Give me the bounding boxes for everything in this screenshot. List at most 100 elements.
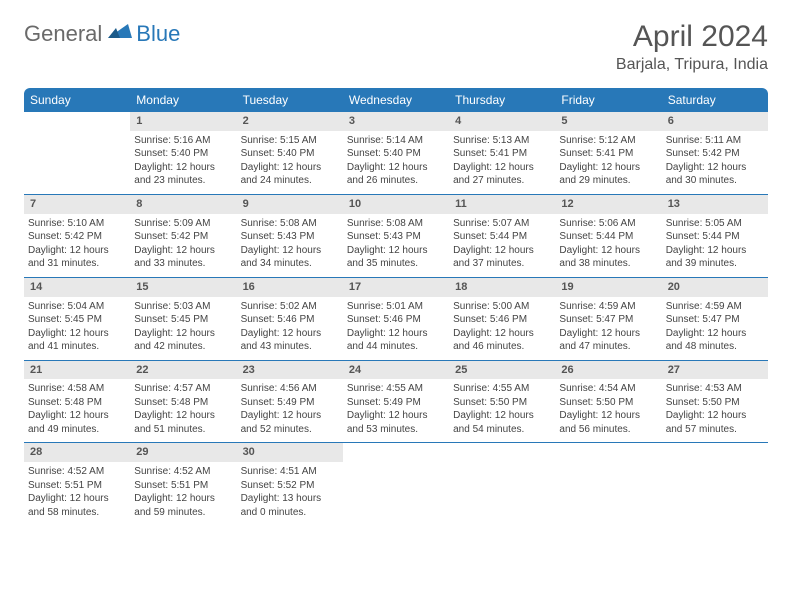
calendar-cell: 13 Sunrise: 5:05 AMSunset: 5:44 PMDayligh… [662,194,768,277]
day-info: Sunrise: 4:51 AMSunset: 5:52 PMDaylight:… [241,465,339,519]
day-number: 9 [237,195,343,214]
day-number: 30 [237,443,343,462]
day-number: 1 [130,112,236,131]
calendar-cell [24,112,130,194]
calendar-cell [449,443,555,525]
location: Barjala, Tripura, India [616,56,768,74]
weekday-header-row: SundayMondayTuesdayWednesdayThursdayFrid… [24,88,768,112]
day-number: 25 [449,361,555,380]
calendar-cell: 19Sunrise: 4:59 AMSunset: 5:47 PMDayligh… [555,277,661,360]
logo-text-general: General [24,21,102,47]
calendar-cell: 17 Sunrise: 5:01 AMSunset: 5:46 PMDayligh… [343,277,449,360]
day-number: 16 [237,278,343,297]
calendar-cell: 16 Sunrise: 5:02 AMSunset: 5:46 PMDayligh… [237,277,343,360]
day-info: Sunrise: 5:11 AMSunset: 5:42 PMDaylight:… [666,134,764,188]
day-info: Sunrise: 5:13 AMSunset: 5:41 PMDaylight:… [453,134,551,188]
day-number: 3 [343,112,449,131]
day-number: 29 [130,443,236,462]
calendar-row: 1 Sunrise: 5:16 AMSunset: 5:40 PMDaylight… [24,112,768,194]
weekday-header: Saturday [662,88,768,112]
calendar-cell: 15Sunrise: 5:03 AMSunset: 5:45 PMDayligh… [130,277,236,360]
day-number: 19 [555,278,661,297]
calendar-cell: 8 Sunrise: 5:09 AMSunset: 5:42 PMDaylight… [130,194,236,277]
day-info: Sunrise: 4:58 AMSunset: 5:48 PMDaylight:… [28,382,126,436]
calendar-cell: 27Sunrise: 4:53 AMSunset: 5:50 PMDayligh… [662,360,768,443]
calendar-row: 14Sunrise: 5:04 AMSunset: 5:45 PMDayligh… [24,277,768,360]
day-number: 21 [24,361,130,380]
calendar-cell: 30 Sunrise: 4:51 AMSunset: 5:52 PMDayligh… [237,443,343,525]
calendar-cell: 22Sunrise: 4:57 AMSunset: 5:48 PMDayligh… [130,360,236,443]
calendar-cell: 14Sunrise: 5:04 AMSunset: 5:45 PMDayligh… [24,277,130,360]
day-info: Sunrise: 5:03 AMSunset: 5:45 PMDaylight:… [134,300,232,354]
calendar-cell: 5Sunrise: 5:12 AMSunset: 5:41 PMDaylight… [555,112,661,194]
calendar-cell: 4 Sunrise: 5:13 AMSunset: 5:41 PMDaylight… [449,112,555,194]
calendar-cell: 18 Sunrise: 5:00 AMSunset: 5:46 PMDayligh… [449,277,555,360]
day-info: Sunrise: 5:04 AMSunset: 5:45 PMDaylight:… [28,300,126,354]
day-number: 10 [343,195,449,214]
calendar-cell: 10 Sunrise: 5:08 AMSunset: 5:43 PMDayligh… [343,194,449,277]
weekday-header: Thursday [449,88,555,112]
calendar-row: 21 Sunrise: 4:58 AMSunset: 5:48 PMDayligh… [24,360,768,443]
day-number: 5 [555,112,661,131]
day-info: Sunrise: 4:52 AMSunset: 5:51 PMDaylight:… [134,465,232,519]
logo: General Blue [24,20,180,47]
day-number: 18 [449,278,555,297]
calendar-cell: 6 Sunrise: 5:11 AMSunset: 5:42 PMDaylight… [662,112,768,194]
day-number: 23 [237,361,343,380]
calendar-cell: 11Sunrise: 5:07 AMSunset: 5:44 PMDayligh… [449,194,555,277]
day-info: Sunrise: 5:08 AMSunset: 5:43 PMDaylight:… [347,217,445,271]
calendar-body: 1 Sunrise: 5:16 AMSunset: 5:40 PMDaylight… [24,112,768,525]
calendar-cell: 23Sunrise: 4:56 AMSunset: 5:49 PMDayligh… [237,360,343,443]
day-number: 20 [662,278,768,297]
weekday-header: Tuesday [237,88,343,112]
day-info: Sunrise: 5:02 AMSunset: 5:46 PMDaylight:… [241,300,339,354]
day-info: Sunrise: 5:00 AMSunset: 5:46 PMDaylight:… [453,300,551,354]
calendar-cell: 26Sunrise: 4:54 AMSunset: 5:50 PMDayligh… [555,360,661,443]
calendar-cell: 12 Sunrise: 5:06 AMSunset: 5:44 PMDayligh… [555,194,661,277]
day-info: Sunrise: 5:15 AMSunset: 5:40 PMDaylight:… [241,134,339,188]
logo-text-blue: Blue [136,21,180,47]
calendar-cell: 1 Sunrise: 5:16 AMSunset: 5:40 PMDaylight… [130,112,236,194]
day-info: Sunrise: 5:10 AMSunset: 5:42 PMDaylight:… [28,217,126,271]
calendar-cell: 24 Sunrise: 4:55 AMSunset: 5:49 PMDayligh… [343,360,449,443]
calendar-cell: 28 Sunrise: 4:52 AMSunset: 5:51 PMDayligh… [24,443,130,525]
day-number: 17 [343,278,449,297]
day-info: Sunrise: 5:09 AMSunset: 5:42 PMDaylight:… [134,217,232,271]
day-number: 6 [662,112,768,131]
header: General Blue April 2024 Barjala, Tripura… [24,20,768,74]
day-info: Sunrise: 5:05 AMSunset: 5:44 PMDaylight:… [666,217,764,271]
day-info: Sunrise: 4:52 AMSunset: 5:51 PMDaylight:… [28,465,126,519]
day-info: Sunrise: 4:59 AMSunset: 5:47 PMDaylight:… [666,300,764,354]
day-number: 24 [343,361,449,380]
title-block: April 2024 Barjala, Tripura, India [616,20,768,74]
weekday-header: Sunday [24,88,130,112]
calendar-cell: 29 Sunrise: 4:52 AMSunset: 5:51 PMDayligh… [130,443,236,525]
day-number: 13 [662,195,768,214]
day-info: Sunrise: 5:16 AMSunset: 5:40 PMDaylight:… [134,134,232,188]
calendar-cell [555,443,661,525]
day-info: Sunrise: 4:54 AMSunset: 5:50 PMDaylight:… [559,382,657,436]
day-number: 8 [130,195,236,214]
logo-mark-icon [106,20,134,47]
calendar-row: 28Sunrise: 4:52 AMSunset: 5:51 PMDayligh… [24,443,768,525]
month-title: April 2024 [616,20,768,54]
day-number: 11 [449,195,555,214]
day-info: Sunrise: 4:57 AMSunset: 5:48 PMDaylight:… [134,382,232,436]
calendar-cell: 20 Sunrise: 4:59 AMSunset: 5:47 PMDayligh… [662,277,768,360]
day-info: Sunrise: 4:55 AMSunset: 5:50 PMDaylight:… [453,382,551,436]
day-number: 27 [662,361,768,380]
calendar-cell: 21 Sunrise: 4:58 AMSunset: 5:48 PMDayligh… [24,360,130,443]
day-number: 7 [24,195,130,214]
day-number: 12 [555,195,661,214]
calendar-cell: 3Sunrise: 5:14 AMSunset: 5:40 PMDaylight… [343,112,449,194]
day-info: Sunrise: 5:01 AMSunset: 5:46 PMDaylight:… [347,300,445,354]
calendar-cell: 25 Sunrise: 4:55 AMSunset: 5:50 PMDayligh… [449,360,555,443]
calendar-cell: 7 Sunrise: 5:10 AMSunset: 5:42 PMDaylight… [24,194,130,277]
day-info: Sunrise: 5:06 AMSunset: 5:44 PMDaylight:… [559,217,657,271]
day-number: 4 [449,112,555,131]
weekday-header: Wednesday [343,88,449,112]
weekday-header: Monday [130,88,236,112]
calendar-cell: 2Sunrise: 5:15 AMSunset: 5:40 PMDaylight… [237,112,343,194]
day-info: Sunrise: 4:55 AMSunset: 5:49 PMDaylight:… [347,382,445,436]
day-number: 28 [24,443,130,462]
